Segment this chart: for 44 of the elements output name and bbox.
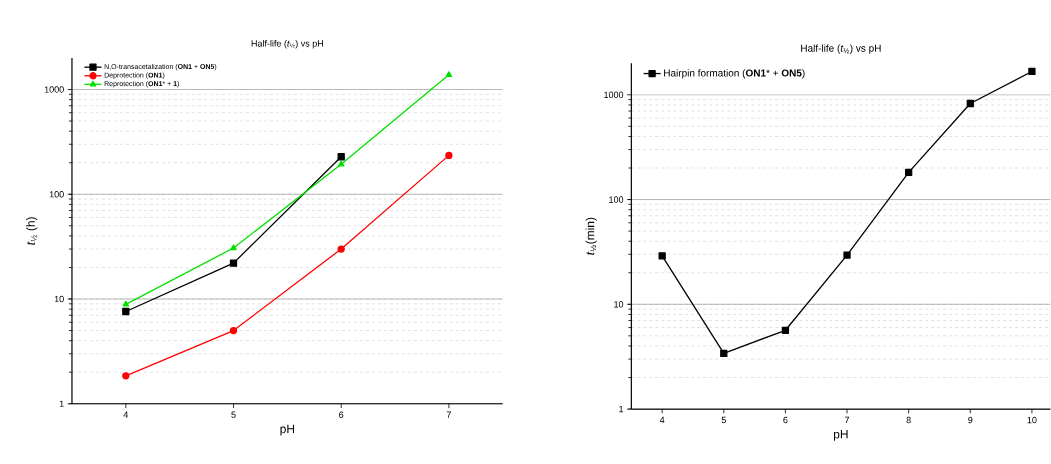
point xyxy=(229,327,238,335)
x-axis-title: pH xyxy=(833,430,848,441)
y-tick-label: 1 xyxy=(619,406,624,413)
point xyxy=(122,300,130,307)
x-tick-label: 6 xyxy=(783,416,788,424)
point xyxy=(122,372,130,380)
point xyxy=(445,151,453,160)
x-tick-label: 5 xyxy=(231,411,236,418)
x-tick-label: 10 xyxy=(1027,416,1037,424)
y-tick-label: 10 xyxy=(54,295,64,303)
y-tick-label: 100 xyxy=(49,191,64,198)
x-tick-label: 4 xyxy=(123,411,129,418)
point xyxy=(781,326,790,335)
point xyxy=(720,349,728,358)
point xyxy=(229,259,238,267)
x-tick-label: 5 xyxy=(721,416,726,424)
point xyxy=(122,307,130,316)
x-tick-label: 6 xyxy=(339,411,344,419)
y-axis-title: t$_{½}$ (h) xyxy=(26,217,38,245)
chart-title: Half-life (t$_{½}$) vs pH xyxy=(801,44,881,54)
point xyxy=(1028,67,1036,76)
y-axis-title: t$_{½}$(min) xyxy=(585,217,597,255)
chart-title: Half-life (t$_{½}$) vs pH xyxy=(251,40,323,49)
point xyxy=(337,245,345,253)
x-tick-label: 8 xyxy=(906,416,911,424)
point xyxy=(843,251,851,259)
y-tick-label: 1000 xyxy=(604,91,624,99)
y-tick-label: 1 xyxy=(59,400,64,407)
x-tick-label: 7 xyxy=(446,411,451,418)
y-tick-label: 1000 xyxy=(44,86,64,93)
x-axis-title: pH xyxy=(280,424,295,436)
x-tick-label: 9 xyxy=(968,416,973,424)
x-tick-label: 4 xyxy=(659,416,665,424)
point xyxy=(966,99,974,108)
point xyxy=(337,160,345,167)
x-tick-label: 7 xyxy=(844,416,850,424)
point xyxy=(337,153,345,161)
y-tick-label: 10 xyxy=(614,301,624,308)
legend-label: Hairpin formation (ON1* + ON5) xyxy=(664,69,805,79)
point xyxy=(658,252,666,260)
point xyxy=(445,71,453,78)
point xyxy=(230,244,237,251)
point xyxy=(905,168,913,177)
y-tick-label: 100 xyxy=(609,196,624,203)
